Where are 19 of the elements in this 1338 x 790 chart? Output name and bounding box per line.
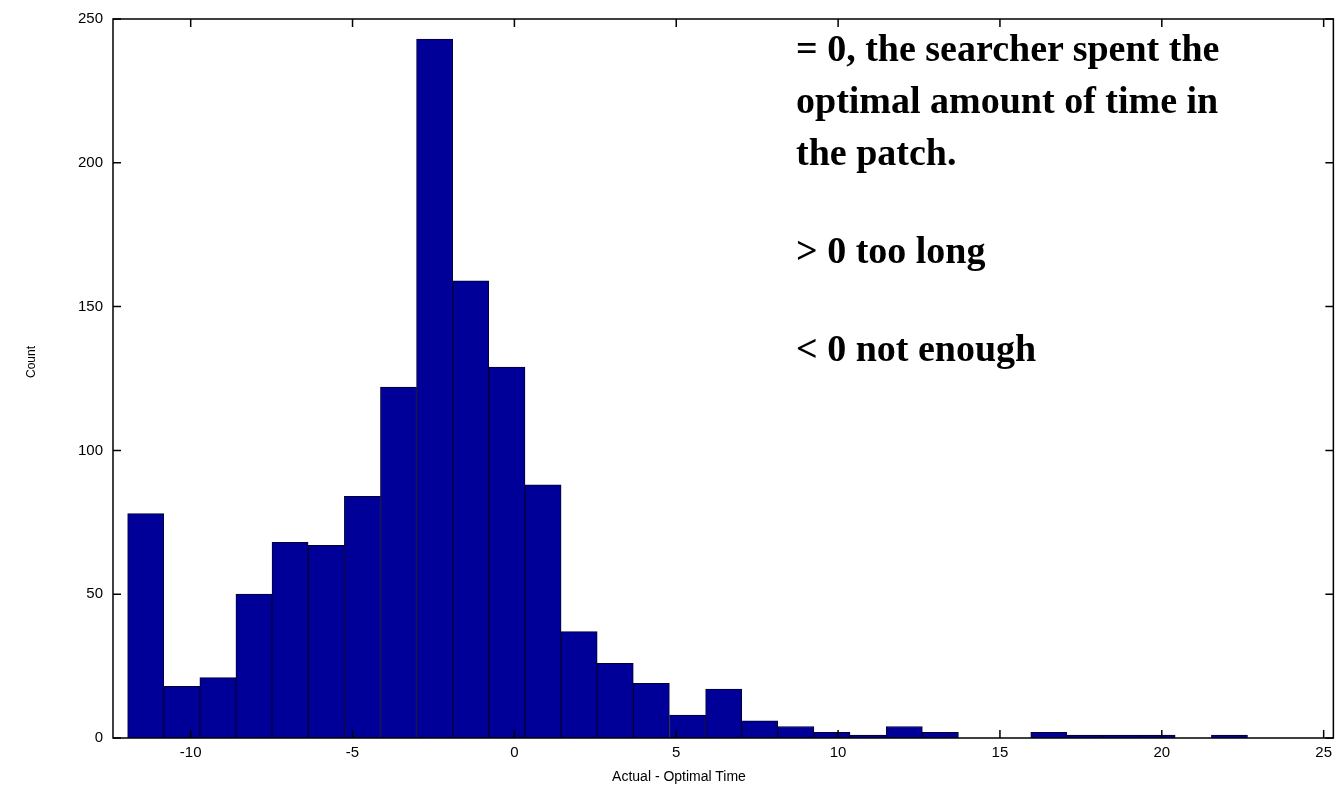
y-tick-label: 250: [77, 9, 103, 27]
x-tick-label: 25: [1315, 743, 1332, 761]
y-tick-label: 100: [77, 440, 103, 458]
x-tick-label: 0: [510, 743, 519, 761]
y-axis-title: Count: [24, 345, 38, 378]
y-tick-label: 50: [86, 584, 103, 602]
x-tick-label: -10: [179, 743, 202, 761]
annotation: = 0, the searcher spent the optimal amount of time in the patch.: [796, 26, 1221, 175]
x-tick-label: 20: [1153, 743, 1171, 761]
x-tick-label: 10: [829, 743, 847, 761]
y-tick-label: 150: [77, 296, 103, 314]
y-tick-label: 200: [77, 152, 103, 170]
annotation: > 0 too long: [796, 228, 987, 273]
x-axis-title: Actual - Optimal Time: [611, 768, 747, 784]
x-tick-label: -5: [345, 743, 360, 761]
annotation: < 0 not enough: [796, 326, 1038, 371]
x-tick-label: 5: [672, 743, 681, 761]
x-tick-label: 15: [991, 743, 1009, 761]
y-tick-label: 0: [94, 728, 103, 746]
